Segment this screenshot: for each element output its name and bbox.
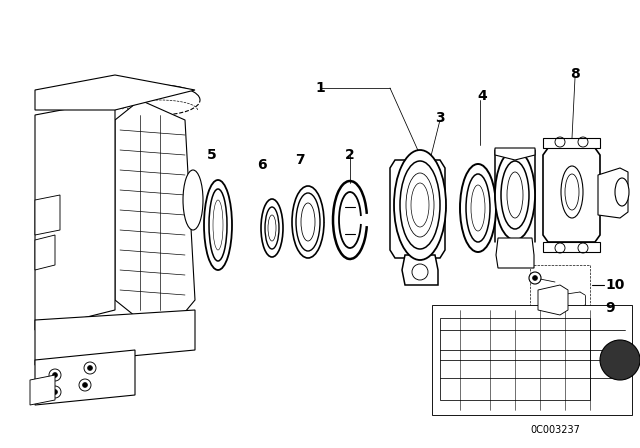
Text: 7: 7 bbox=[295, 153, 305, 167]
Ellipse shape bbox=[394, 150, 446, 260]
Circle shape bbox=[83, 383, 88, 388]
Circle shape bbox=[52, 372, 58, 378]
Circle shape bbox=[529, 272, 541, 284]
Polygon shape bbox=[402, 255, 438, 285]
Ellipse shape bbox=[466, 174, 490, 242]
Ellipse shape bbox=[209, 189, 227, 261]
Polygon shape bbox=[390, 160, 445, 258]
Ellipse shape bbox=[460, 164, 496, 252]
Polygon shape bbox=[538, 285, 568, 315]
Polygon shape bbox=[543, 138, 600, 148]
Ellipse shape bbox=[400, 161, 440, 249]
Circle shape bbox=[600, 340, 640, 380]
Polygon shape bbox=[35, 235, 55, 270]
Circle shape bbox=[532, 276, 538, 280]
Text: 4: 4 bbox=[477, 89, 487, 103]
Ellipse shape bbox=[501, 161, 529, 229]
Polygon shape bbox=[35, 75, 195, 110]
Circle shape bbox=[52, 389, 58, 395]
Text: 10: 10 bbox=[605, 278, 625, 292]
Polygon shape bbox=[35, 100, 115, 330]
Polygon shape bbox=[543, 242, 600, 252]
Circle shape bbox=[88, 366, 93, 370]
Polygon shape bbox=[30, 375, 55, 405]
Ellipse shape bbox=[296, 193, 320, 251]
Text: 9: 9 bbox=[605, 301, 614, 315]
Text: 6: 6 bbox=[257, 158, 267, 172]
Text: 5: 5 bbox=[207, 148, 217, 162]
Polygon shape bbox=[496, 238, 534, 268]
Polygon shape bbox=[35, 195, 60, 235]
Ellipse shape bbox=[615, 178, 629, 206]
Ellipse shape bbox=[261, 199, 283, 257]
Ellipse shape bbox=[292, 186, 324, 258]
Text: 2: 2 bbox=[345, 148, 355, 162]
Ellipse shape bbox=[495, 150, 535, 240]
Polygon shape bbox=[35, 310, 195, 365]
Polygon shape bbox=[115, 100, 195, 330]
Ellipse shape bbox=[265, 207, 279, 249]
Ellipse shape bbox=[204, 180, 232, 270]
Ellipse shape bbox=[183, 170, 203, 230]
Ellipse shape bbox=[561, 166, 583, 218]
Polygon shape bbox=[598, 168, 628, 218]
Polygon shape bbox=[35, 350, 135, 405]
Text: 0C003237: 0C003237 bbox=[530, 425, 580, 435]
Polygon shape bbox=[543, 148, 600, 242]
Text: 8: 8 bbox=[570, 67, 580, 81]
Polygon shape bbox=[495, 148, 535, 160]
Polygon shape bbox=[432, 305, 632, 415]
Text: 3: 3 bbox=[435, 111, 445, 125]
Text: 1: 1 bbox=[315, 81, 325, 95]
